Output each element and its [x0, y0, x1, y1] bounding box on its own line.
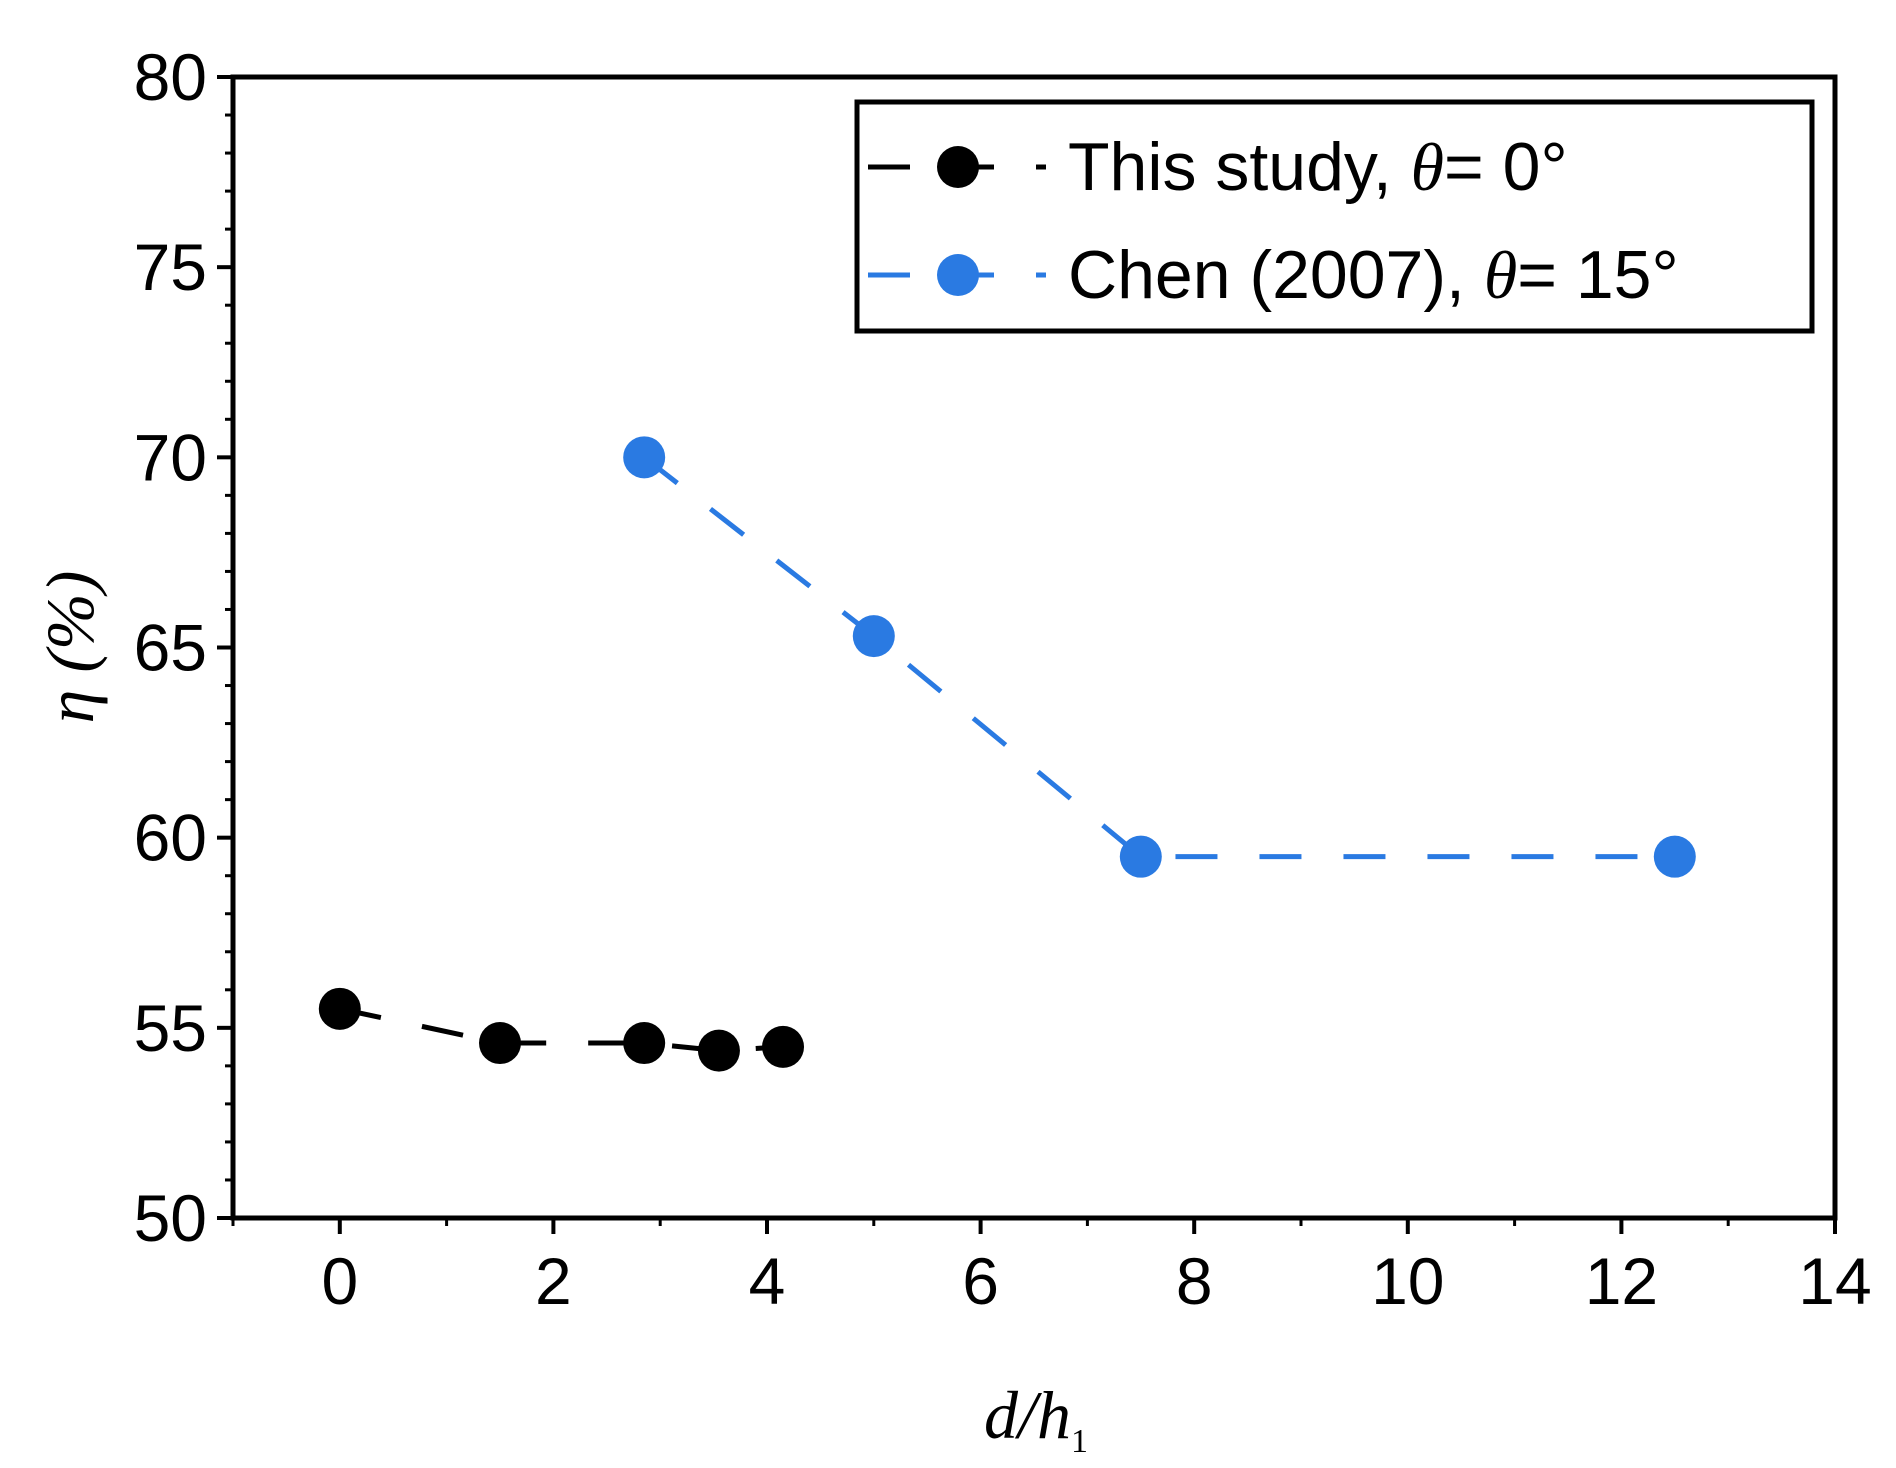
data-point-chen: [623, 436, 666, 479]
series-layer: [318, 436, 1696, 1072]
data-point-this-study: [479, 1022, 521, 1065]
legend: This study, θ= 0° Chen (2007), θ= 15°: [854, 99, 1815, 334]
legend-marker-chen: [937, 254, 979, 296]
x-tick-label-8: 8: [1176, 1244, 1213, 1318]
x-tick-label-10: 10: [1371, 1244, 1444, 1318]
y-tick-label-55: 55: [134, 991, 207, 1065]
data-point-chen: [1119, 835, 1162, 878]
legend-label-chen-prefix: Chen (2007),: [1068, 237, 1484, 313]
legend-label-this-study-prefix: This study,: [1068, 129, 1411, 205]
legend-entry-chen: Chen (2007), θ= 15°: [868, 237, 1679, 313]
legend-label-chen-suffix: = 15°: [1517, 237, 1678, 313]
x-axis-ticks: 0 2 4 6 8 10 12 14: [231, 1218, 1872, 1318]
y-tick-label-80: 80: [134, 40, 207, 114]
y-tick-label-70: 70: [134, 420, 207, 494]
x-tick-label-12: 12: [1585, 1244, 1658, 1318]
y-axis-ticks: 50 55 60 65 70 75 80: [134, 40, 233, 1255]
y-tick-label-75: 75: [134, 230, 207, 304]
y-tick-label-50: 50: [134, 1181, 207, 1255]
x-tick-label-4: 4: [749, 1244, 786, 1318]
y-tick-label-60: 60: [134, 801, 207, 875]
x-tick-label-6: 6: [962, 1244, 999, 1318]
data-point-this-study: [762, 1025, 805, 1068]
data-point-this-study: [623, 1022, 666, 1065]
data-point-chen: [852, 615, 895, 658]
x-axis-label-subscript: 1: [1071, 1423, 1088, 1460]
legend-entry-this-study: This study, θ= 0°: [868, 129, 1568, 205]
x-axis-label-main: d/h: [984, 1377, 1071, 1453]
legend-box: [854, 99, 1815, 334]
legend-label-this-study: This study, θ= 0°: [1068, 129, 1568, 205]
legend-label-chen: Chen (2007), θ= 15°: [1068, 237, 1679, 313]
legend-label-this-study-theta: θ: [1411, 129, 1444, 205]
legend-marker-this-study: [937, 146, 979, 188]
x-tick-label-2: 2: [535, 1244, 572, 1318]
legend-label-chen-theta: θ: [1484, 237, 1517, 313]
series-line-this-study: [339, 1006, 784, 1054]
x-tick-label-0: 0: [321, 1244, 358, 1318]
series-line-chen: [642, 455, 1675, 860]
legend-label-this-study-suffix: = 0°: [1444, 129, 1568, 205]
x-tick-label-14: 14: [1798, 1244, 1871, 1318]
data-point-chen: [1653, 835, 1696, 878]
y-tick-label-65: 65: [134, 611, 207, 685]
data-point-this-study: [318, 987, 361, 1030]
x-axis-label: d/h1: [984, 1377, 1088, 1460]
data-point-this-study: [697, 1029, 740, 1072]
y-axis-label: η (%): [32, 571, 108, 724]
